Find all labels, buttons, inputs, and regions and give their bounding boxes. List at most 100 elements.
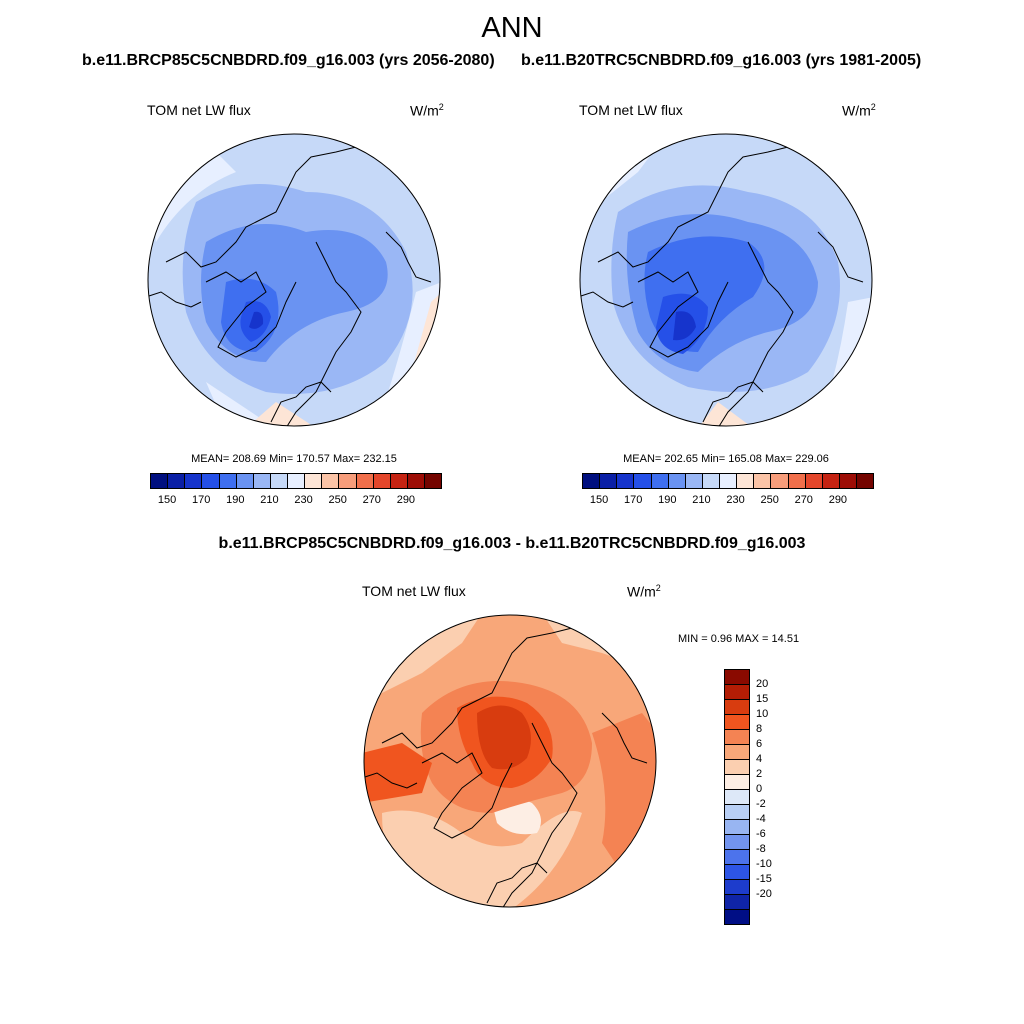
colorbar-swatch [668,474,686,488]
colorbar-swatch [725,820,749,835]
colorbar-swatch [702,474,720,488]
colorbar-tick-label: 270 [794,494,813,506]
colorbar-tick-label: 210 [260,494,279,506]
colorbar-tick-label: 150 [589,494,609,506]
colorbar-swatch [305,474,323,488]
difference-title: b.e11.BRCP85C5CNBDRD.f09_g16.003 - b.e11… [218,535,806,552]
colorbar-swatch [651,474,669,488]
colorbar-left [150,473,442,489]
colorbar-tick-label: 290 [828,494,848,506]
units-label-left: W/m2 [410,102,444,119]
colorbar-swatch [725,850,749,865]
colorbar-swatch [725,790,749,805]
colorbar-swatch [725,700,749,715]
colorbar-swatch [788,474,806,488]
colorbar-swatch [407,474,425,488]
polar-map-difference [363,614,657,908]
colorbar-swatch [771,474,789,488]
colorbar-swatch [725,880,749,895]
colorbar-swatch [288,474,306,488]
colorbar-tick-label: 8 [756,723,763,735]
units-label-right: W/m2 [842,102,876,119]
colorbar-swatch [857,474,874,488]
colorbar-tick-label: -2 [756,798,766,810]
colorbar-tick-label: -4 [756,813,766,825]
colorbar-tick-label: 230 [726,494,745,506]
colorbar-tick-label: -15 [756,873,772,885]
colorbar-tick-label: 230 [294,494,313,506]
main-title: ANN [481,12,543,44]
colorbar-swatch [725,760,749,775]
colorbar-swatch [725,805,749,820]
polar-map-historical [579,133,873,427]
colorbar-swatch [754,474,772,488]
variable-label-diff: TOM net LW flux [362,583,466,599]
colorbar-swatch [253,474,271,488]
stats-right: MEAN= 202.65 Min= 165.08 Max= 229.06 [623,453,829,465]
colorbar-swatch [720,474,738,488]
colorbar-swatch [685,474,703,488]
case-title-right: b.e11.B20TRC5CNBDRD.f09_g16.003 (yrs 198… [521,52,922,69]
stats-diff: MIN = 0.96 MAX = 14.51 [678,633,800,645]
polar-map-future [147,133,441,427]
colorbar-tick-label: -8 [756,843,766,855]
colorbar-ticks-right: 150 170 190 210 230 250 270 290 [582,494,872,508]
colorbar-swatch [339,474,357,488]
colorbar-swatch [270,474,288,488]
colorbar-swatch [725,685,749,700]
colorbar-swatch [425,474,442,488]
case-title-left: b.e11.BRCP85C5CNBDRD.f09_g16.003 (yrs 20… [82,52,495,69]
stats-left: MEAN= 208.69 Min= 170.57 Max= 232.15 [191,453,397,465]
colorbar-tick-label: 250 [760,494,779,506]
colorbar-tick-label: 150 [157,494,177,506]
colorbar-swatch [805,474,823,488]
colorbar-swatch [219,474,237,488]
colorbar-swatch [725,865,749,880]
colorbar-tick-label: -20 [756,888,772,900]
colorbar-tick-label: 270 [362,494,381,506]
colorbar-tick-label: 2 [756,768,763,780]
colorbar-tick-label: 15 [756,693,769,705]
colorbar-tick-label: 0 [756,783,763,795]
colorbar-swatch [236,474,254,488]
units-label-diff: W/m2 [627,583,661,600]
colorbar-tick-label: 170 [623,494,643,506]
colorbar-tick-label: 250 [328,494,347,506]
colorbar-swatch [373,474,391,488]
colorbar-tick-label: 190 [226,494,245,506]
colorbar-tick-label: 290 [396,494,416,506]
colorbar-diff [724,669,750,925]
colorbar-swatch [168,474,186,488]
colorbar-tick-label: 4 [756,753,763,765]
colorbar-swatch [839,474,857,488]
colorbar-tick-label: 10 [756,708,769,720]
colorbar-ticks-left: 150 170 190 210 230 250 270 290 [150,494,440,508]
colorbar-right [582,473,874,489]
colorbar-swatch [617,474,635,488]
colorbar-swatch [725,835,749,850]
colorbar-swatch [822,474,840,488]
colorbar-tick-label: 170 [191,494,211,506]
variable-label-right: TOM net LW flux [579,102,683,118]
colorbar-swatch [202,474,220,488]
colorbar-swatch [725,910,749,924]
colorbar-swatch [725,775,749,790]
colorbar-tick-label: 6 [756,738,763,750]
colorbar-swatch [725,715,749,730]
colorbar-swatch [725,895,749,910]
colorbar-swatch [737,474,755,488]
colorbar-swatch [634,474,652,488]
colorbar-swatch [600,474,618,488]
colorbar-tick-label: 190 [658,494,677,506]
colorbar-swatch [185,474,203,488]
colorbar-swatch [725,730,749,745]
colorbar-tick-label: -10 [756,858,772,870]
colorbar-swatch [725,670,749,685]
variable-label-left: TOM net LW flux [147,102,251,118]
colorbar-swatch [356,474,374,488]
colorbar-tick-label: 20 [756,678,769,690]
colorbar-swatch [151,474,169,488]
colorbar-swatch [322,474,340,488]
colorbar-tick-label: 210 [692,494,711,506]
colorbar-swatch [390,474,408,488]
